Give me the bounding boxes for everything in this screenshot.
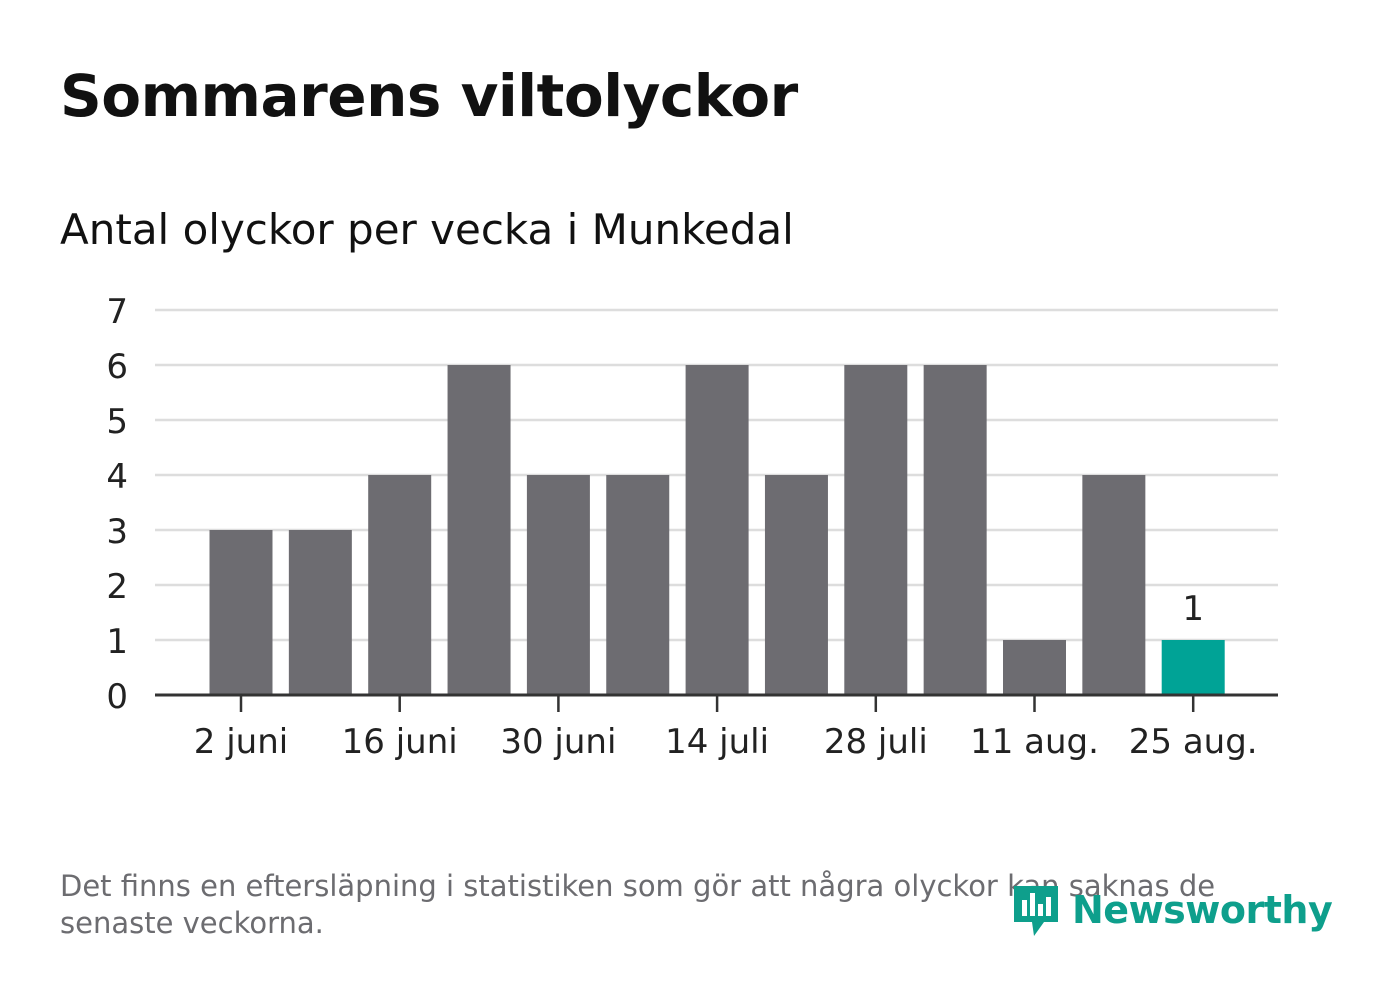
x-tick-label: 25 aug. (1129, 722, 1258, 762)
chart-title: Sommarens viltolyckor (60, 62, 798, 130)
y-tick-label: 4 (106, 457, 128, 497)
y-tick-label: 2 (106, 567, 128, 607)
bar (288, 530, 352, 695)
x-tick-label: 2 juni (194, 722, 288, 762)
bar (1003, 640, 1066, 695)
x-tick-label: 16 juni (342, 722, 458, 762)
x-tick-label: 11 aug. (970, 722, 1099, 762)
newsworthy-bar-icon (1014, 886, 1058, 936)
x-tick-label: 14 juli (665, 722, 769, 762)
logo-text: Newsworthy (1072, 888, 1333, 932)
bar (209, 530, 273, 695)
bar-chart: 0 1 2 3 4 5 6 7 1 2 juni 16 juni 30 juni 14 juli 28 j… (106, 292, 1278, 762)
y-tick-label: 0 (106, 677, 128, 717)
x-tick-label: 28 juli (824, 722, 928, 762)
bar (606, 475, 670, 695)
y-tick-label: 3 (106, 512, 128, 552)
data-label: 1 (1182, 589, 1204, 629)
bar (923, 365, 987, 695)
bar (447, 365, 511, 695)
bar (1082, 475, 1146, 695)
newsworthy-logo: Newsworthy (1010, 880, 1333, 940)
x-tick-label: 30 juni (500, 722, 616, 762)
y-tick-label: 7 (106, 292, 128, 332)
chart-subtitle: Antal olyckor per vecka i Munkedal (60, 205, 794, 254)
bar (368, 475, 432, 695)
bar (1161, 640, 1225, 695)
bar (526, 475, 590, 695)
bar (685, 365, 749, 695)
y-tick-label: 1 (106, 622, 128, 662)
bar (844, 365, 908, 695)
y-tick-label: 5 (106, 402, 128, 442)
y-tick-label: 6 (106, 347, 128, 387)
bar (764, 475, 828, 695)
